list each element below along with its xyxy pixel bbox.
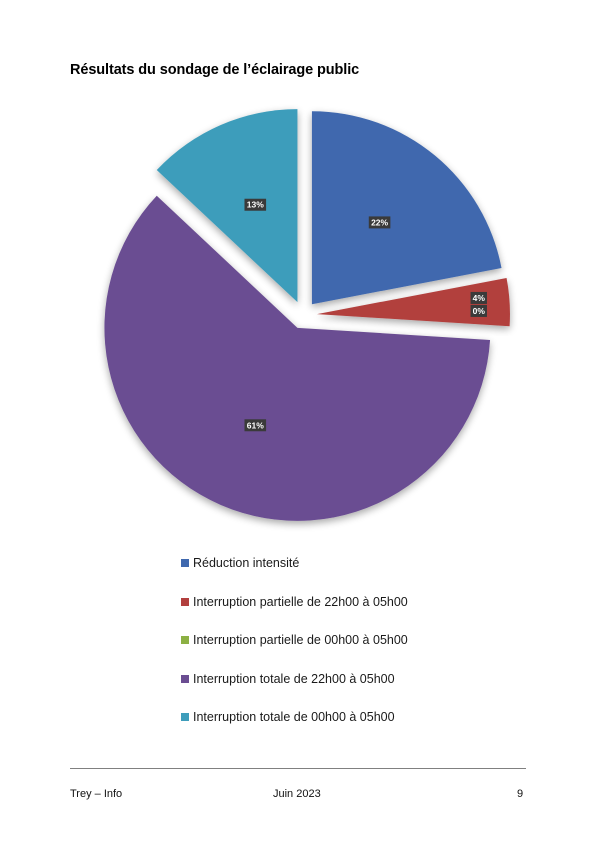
svg-text:13%: 13% <box>247 200 264 210</box>
data-label-interruption-partielle-de-00h00-a-05h00: 0% <box>470 304 487 317</box>
svg-text:4%: 4% <box>473 293 486 303</box>
pie-slice-interruption-totale-de-00h00-a-05h00 <box>156 109 298 303</box>
legend-item-interruption-partielle-de-00h00-a-05h00: Interruption partielle de 00h00 à 05h00 <box>181 621 408 660</box>
legend-label: Réduction intensité <box>193 556 300 571</box>
legend-item-interruption-totale-de-00h00-a-05h00: Interruption totale de 00h00 à 05h00 <box>181 698 408 737</box>
legend-label: Interruption partielle de 00h00 à 05h00 <box>193 633 408 648</box>
data-label-box <box>470 304 487 317</box>
footer-publication: Trey – Info <box>70 788 123 800</box>
data-label-box <box>470 291 487 304</box>
pie-slice-reduction-intensite <box>311 111 502 305</box>
pie-chart-svg: 22% 4% 0% 61% 13% <box>104 109 510 521</box>
data-label-interruption-partielle-de-22h00-a-05h00: 4% <box>470 291 487 304</box>
pie-chart: 22% 4% 0% 61% 13% <box>104 109 510 521</box>
legend-swatch <box>181 674 189 683</box>
pie-slice-interruption-partielle-de-22h00-a-05h00 <box>316 277 510 327</box>
legend-label: Interruption totale de 22h00 à 05h00 <box>193 671 395 686</box>
legend-swatch <box>181 597 189 606</box>
page-title: Résultats du sondage de l’éclairage publ… <box>70 62 360 78</box>
footer-page-number: 9 <box>517 788 524 800</box>
data-label-box <box>368 216 391 229</box>
pie-slice-interruption-totale-de-22h00-a-05h00 <box>104 195 491 521</box>
chart-legend: Réduction intensité Interruption partiell… <box>181 544 408 737</box>
data-label-interruption-totale-de-00h00-a-05h00: 13% <box>244 198 267 211</box>
data-label-interruption-totale-de-22h00-a-05h00: 61% <box>244 419 267 432</box>
legend-swatch <box>181 636 189 645</box>
legend-label: Interruption totale de 00h00 à 05h00 <box>193 710 395 725</box>
svg-text:22%: 22% <box>371 217 388 227</box>
data-label-reduction-intensite: 22% <box>368 216 391 229</box>
data-label-box <box>244 419 267 432</box>
footer-divider <box>70 768 526 769</box>
legend-item-interruption-totale-de-22h00-a-05h00: Interruption totale de 22h00 à 05h00 <box>181 660 408 699</box>
svg-text:61%: 61% <box>247 420 264 430</box>
legend-item-interruption-partielle-de-22h00-a-05h00: Interruption partielle de 22h00 à 05h00 <box>181 583 408 622</box>
legend-item-reduction-intensite: Réduction intensité <box>181 544 408 583</box>
svg-text:0%: 0% <box>473 306 486 316</box>
legend-label: Interruption partielle de 22h00 à 05h00 <box>193 594 408 609</box>
legend-swatch <box>181 713 189 722</box>
footer-date: Juin 2023 <box>273 788 321 800</box>
data-label-box <box>244 198 267 211</box>
legend-swatch <box>181 559 189 568</box>
